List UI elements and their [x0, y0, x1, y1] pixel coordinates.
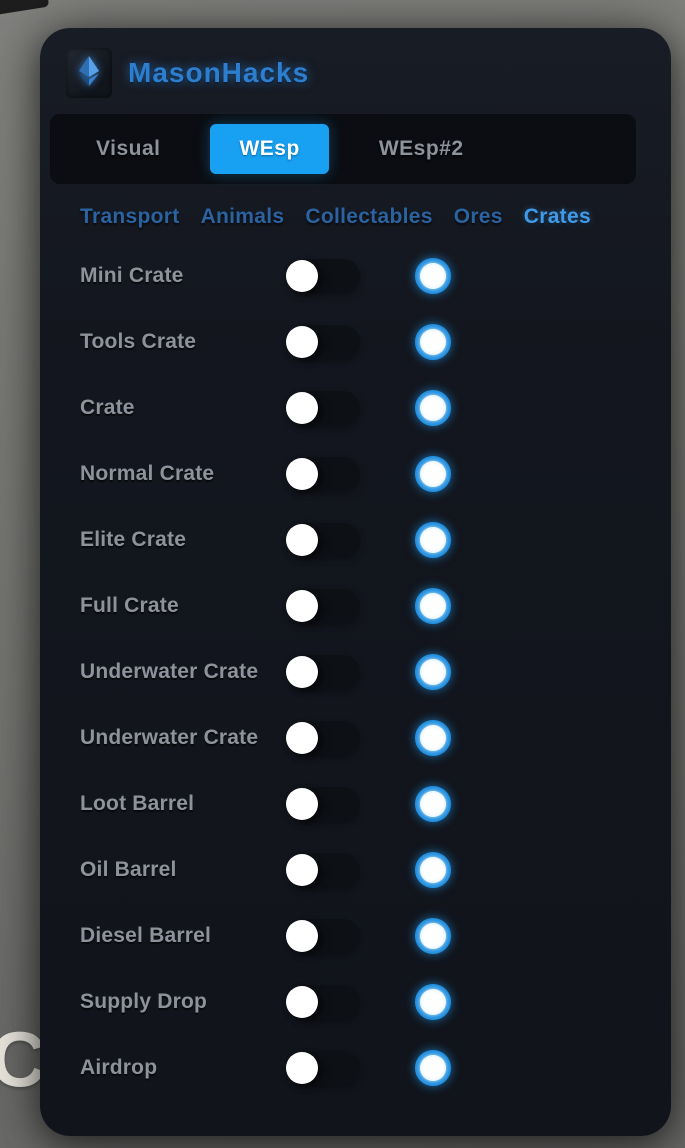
feature-row: Underwater Crate [80, 705, 671, 771]
feature-row: Underwater Crate [80, 639, 671, 705]
feature-row: Mini Crate [80, 243, 671, 309]
feature-row: Airdrop [80, 1035, 671, 1101]
background-dark-corner [0, 0, 50, 16]
color-picker-swatch[interactable] [415, 456, 451, 492]
toggle-knob[interactable] [286, 788, 318, 820]
feature-row: Tools Crate [80, 309, 671, 375]
category-tab[interactable]: Transport [80, 205, 180, 228]
color-swatch-fill [420, 593, 446, 619]
cheat-menu-panel: MasonHacks Visual WEsp WEsp#2 Transport Ani… [40, 28, 671, 1136]
feature-label: Loot Barrel [80, 792, 195, 815]
toggle-knob[interactable] [286, 1052, 318, 1084]
color-picker-swatch[interactable] [415, 984, 451, 1020]
feature-row: Crate [80, 375, 671, 441]
header: MasonHacks [66, 48, 671, 98]
color-swatch-fill [420, 659, 446, 685]
color-swatch-fill [420, 857, 446, 883]
toggle-knob[interactable] [286, 722, 318, 754]
feature-label: Elite Crate [80, 528, 187, 551]
toggle-switch[interactable] [286, 523, 360, 557]
toggle-knob[interactable] [286, 920, 318, 952]
feature-row: Normal Crate [80, 441, 671, 507]
color-swatch-fill [420, 989, 446, 1015]
feature-label: Airdrop [80, 1056, 158, 1079]
feature-row: Supply Drop [80, 969, 671, 1035]
toggle-knob[interactable] [286, 986, 318, 1018]
toggle-switch[interactable] [286, 391, 360, 425]
category-tab[interactable]: Animals [200, 205, 285, 228]
toggle-knob[interactable] [286, 326, 318, 358]
toggle-switch[interactable] [286, 853, 360, 887]
feature-label: Underwater Crate [80, 726, 259, 749]
feature-label: Underwater Crate [80, 660, 259, 683]
gem-icon [74, 53, 104, 94]
toggle-knob[interactable] [286, 656, 318, 688]
color-swatch-fill [420, 791, 446, 817]
toggle-switch[interactable] [286, 325, 360, 359]
toggle-knob[interactable] [286, 260, 318, 292]
color-picker-swatch[interactable] [415, 786, 451, 822]
color-swatch-fill [420, 527, 446, 553]
app-title: MasonHacks [128, 57, 310, 88]
category-tab[interactable]: Ores [453, 205, 503, 228]
toggle-switch[interactable] [286, 787, 360, 821]
feature-label: Supply Drop [80, 990, 208, 1013]
color-picker-swatch[interactable] [415, 1050, 451, 1086]
color-picker-swatch[interactable] [415, 918, 451, 954]
feature-row: Oil Barrel [80, 837, 671, 903]
feature-label: Diesel Barrel [80, 924, 212, 947]
toggle-knob[interactable] [286, 524, 318, 556]
feature-label: Normal Crate [80, 462, 215, 485]
category-tab[interactable]: Collectables [305, 205, 433, 228]
main-tab-bar: Visual WEsp WEsp#2 [50, 114, 636, 184]
toggle-switch[interactable] [286, 985, 360, 1019]
toggle-switch[interactable] [286, 919, 360, 953]
feature-label: Mini Crate [80, 264, 184, 287]
main-tab[interactable]: WEsp [210, 124, 329, 174]
toggle-switch[interactable] [286, 457, 360, 491]
toggle-switch[interactable] [286, 655, 360, 689]
color-picker-swatch[interactable] [415, 852, 451, 888]
color-swatch-fill [420, 329, 446, 355]
toggle-knob[interactable] [286, 392, 318, 424]
feature-list: Mini Crate Tools Crate Crate [80, 243, 671, 1101]
toggle-knob[interactable] [286, 590, 318, 622]
color-swatch-fill [420, 395, 446, 421]
feature-row: Diesel Barrel [80, 903, 671, 969]
feature-row: Loot Barrel [80, 771, 671, 837]
feature-label: Crate [80, 396, 135, 419]
color-picker-swatch[interactable] [415, 588, 451, 624]
feature-label: Tools Crate [80, 330, 197, 353]
main-tab[interactable]: Visual [96, 137, 161, 160]
toggle-switch[interactable] [286, 589, 360, 623]
logo-box [66, 48, 112, 98]
color-swatch-fill [420, 725, 446, 751]
color-picker-swatch[interactable] [415, 522, 451, 558]
feature-label: Oil Barrel [80, 858, 177, 881]
category-tab-bar: Transport Animals Collectables Ores Crates [80, 205, 671, 229]
color-picker-swatch[interactable] [415, 258, 451, 294]
color-picker-swatch[interactable] [415, 390, 451, 426]
feature-row: Elite Crate [80, 507, 671, 573]
category-tab[interactable]: Crates [523, 205, 591, 228]
feature-label: Full Crate [80, 594, 179, 617]
color-picker-swatch[interactable] [415, 654, 451, 690]
color-swatch-fill [420, 263, 446, 289]
toggle-knob[interactable] [286, 458, 318, 490]
toggle-knob[interactable] [286, 854, 318, 886]
color-swatch-fill [420, 923, 446, 949]
color-swatch-fill [420, 1055, 446, 1081]
color-picker-swatch[interactable] [415, 324, 451, 360]
toggle-switch[interactable] [286, 721, 360, 755]
color-swatch-fill [420, 461, 446, 487]
toggle-switch[interactable] [286, 259, 360, 293]
toggle-switch[interactable] [286, 1051, 360, 1085]
color-picker-swatch[interactable] [415, 720, 451, 756]
feature-row: Full Crate [80, 573, 671, 639]
main-tab[interactable]: WEsp#2 [378, 137, 464, 160]
